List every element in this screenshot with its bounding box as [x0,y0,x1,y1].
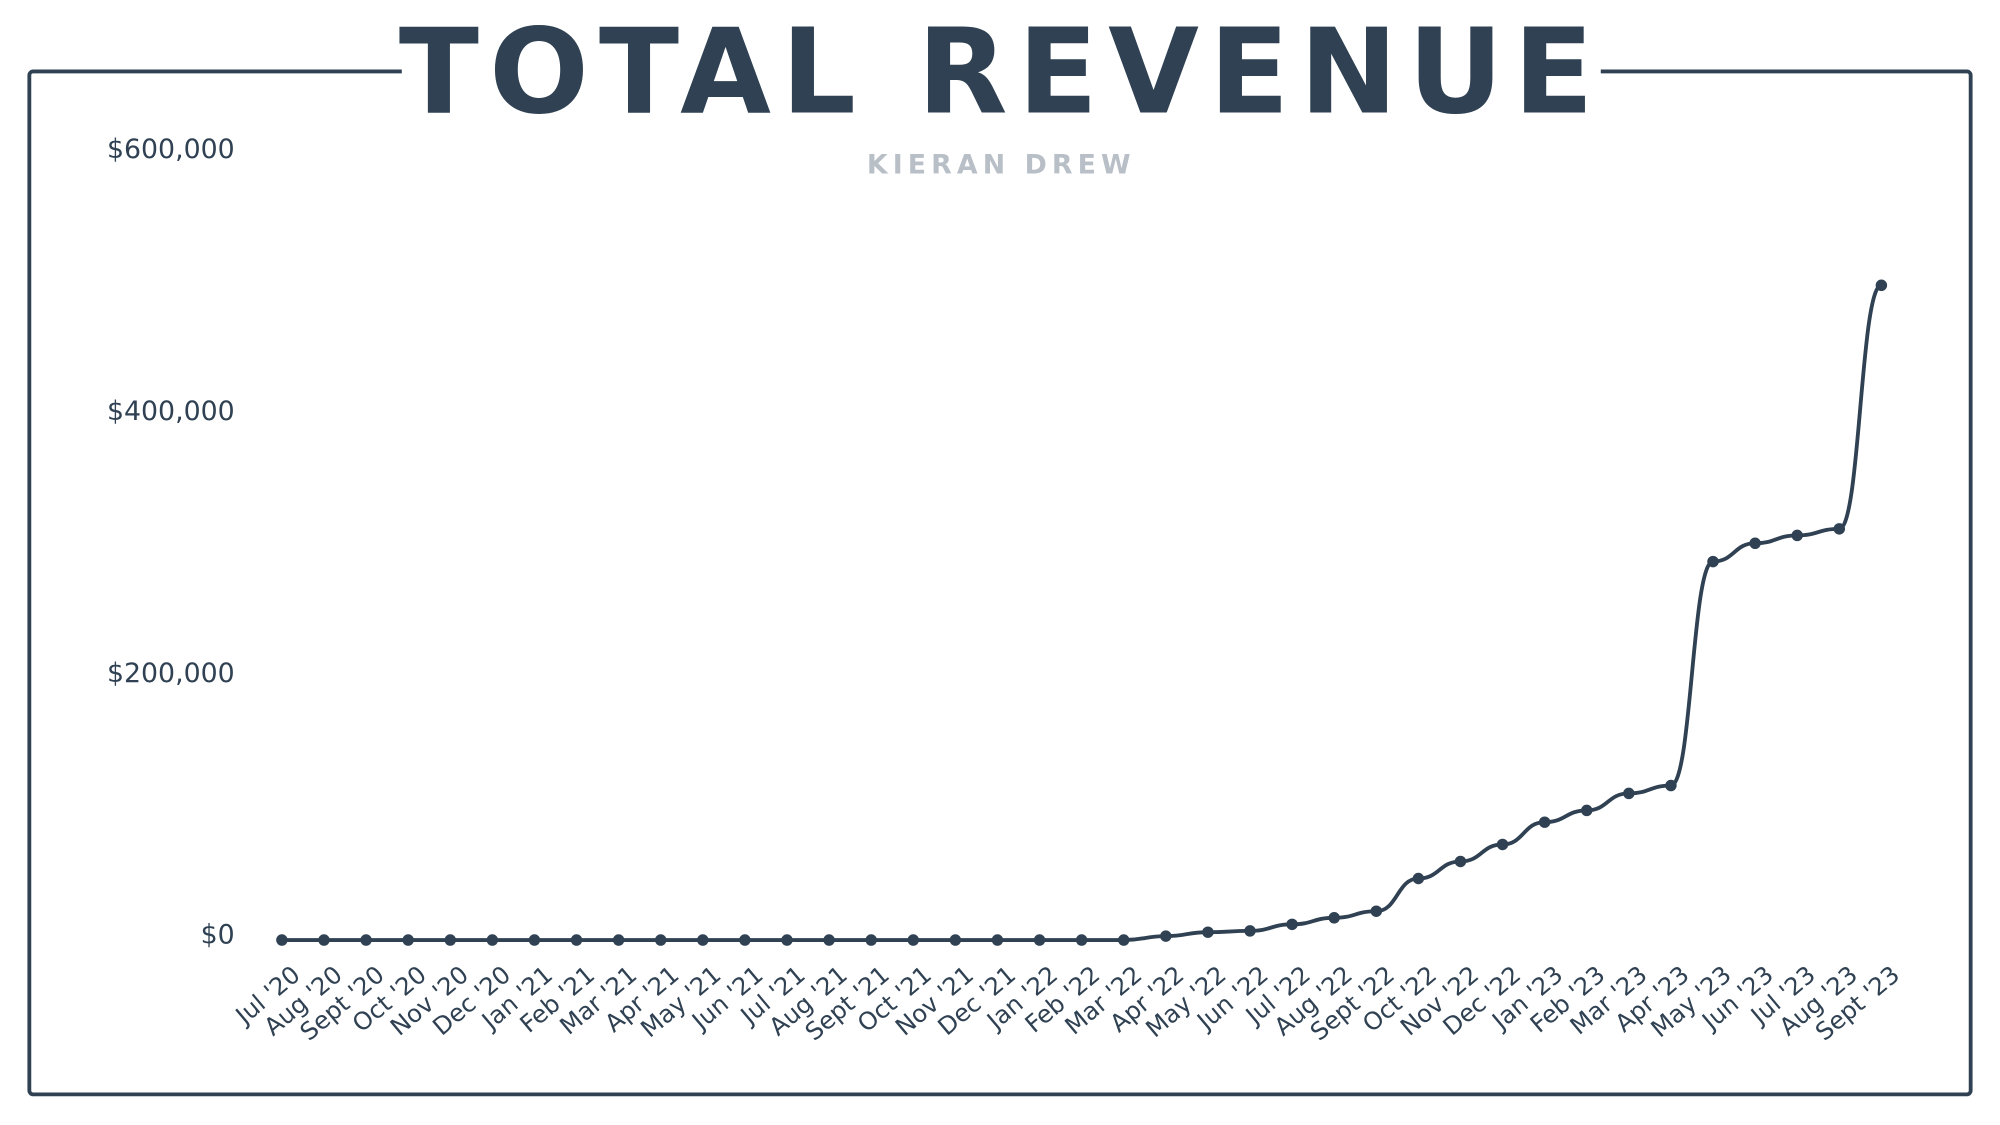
point [1033,934,1046,946]
chart-title: TOTAL REVENUE [399,4,1604,141]
point [1286,918,1298,931]
title-gap [401,51,1601,103]
y-tick-label: $0 [201,920,235,951]
point [1623,787,1635,800]
point [1328,912,1340,924]
point [276,934,288,946]
y-tick-label: $200,000 [107,658,235,689]
point [1791,529,1803,542]
point [1117,934,1130,946]
point [444,934,456,946]
point [949,934,962,946]
point [612,934,625,946]
point [1749,537,1761,550]
point [1454,855,1467,868]
point [1160,930,1172,942]
point [1875,279,1888,292]
point [739,934,751,946]
point [865,934,877,946]
point [1833,523,1846,535]
point [486,934,499,946]
point [1412,872,1425,885]
point [1370,905,1383,917]
point [1496,838,1509,851]
point [991,934,1004,946]
point [402,934,414,946]
point [360,934,372,946]
point [907,934,920,946]
point [1707,555,1719,568]
y-tick-label: $400,000 [107,396,235,427]
point [781,934,793,946]
point [318,934,330,946]
point [528,934,541,946]
point [697,934,709,946]
point [1665,779,1677,792]
y-tick-label: $600,000 [107,134,235,165]
point [1244,925,1256,937]
point [1075,934,1088,946]
point [823,934,835,946]
point [1202,926,1214,938]
point [1580,804,1593,817]
chart-subtitle: KIERAN DREW [867,149,1136,180]
point [1538,816,1551,828]
line [281,283,1883,942]
point [654,934,667,946]
point [570,934,583,946]
